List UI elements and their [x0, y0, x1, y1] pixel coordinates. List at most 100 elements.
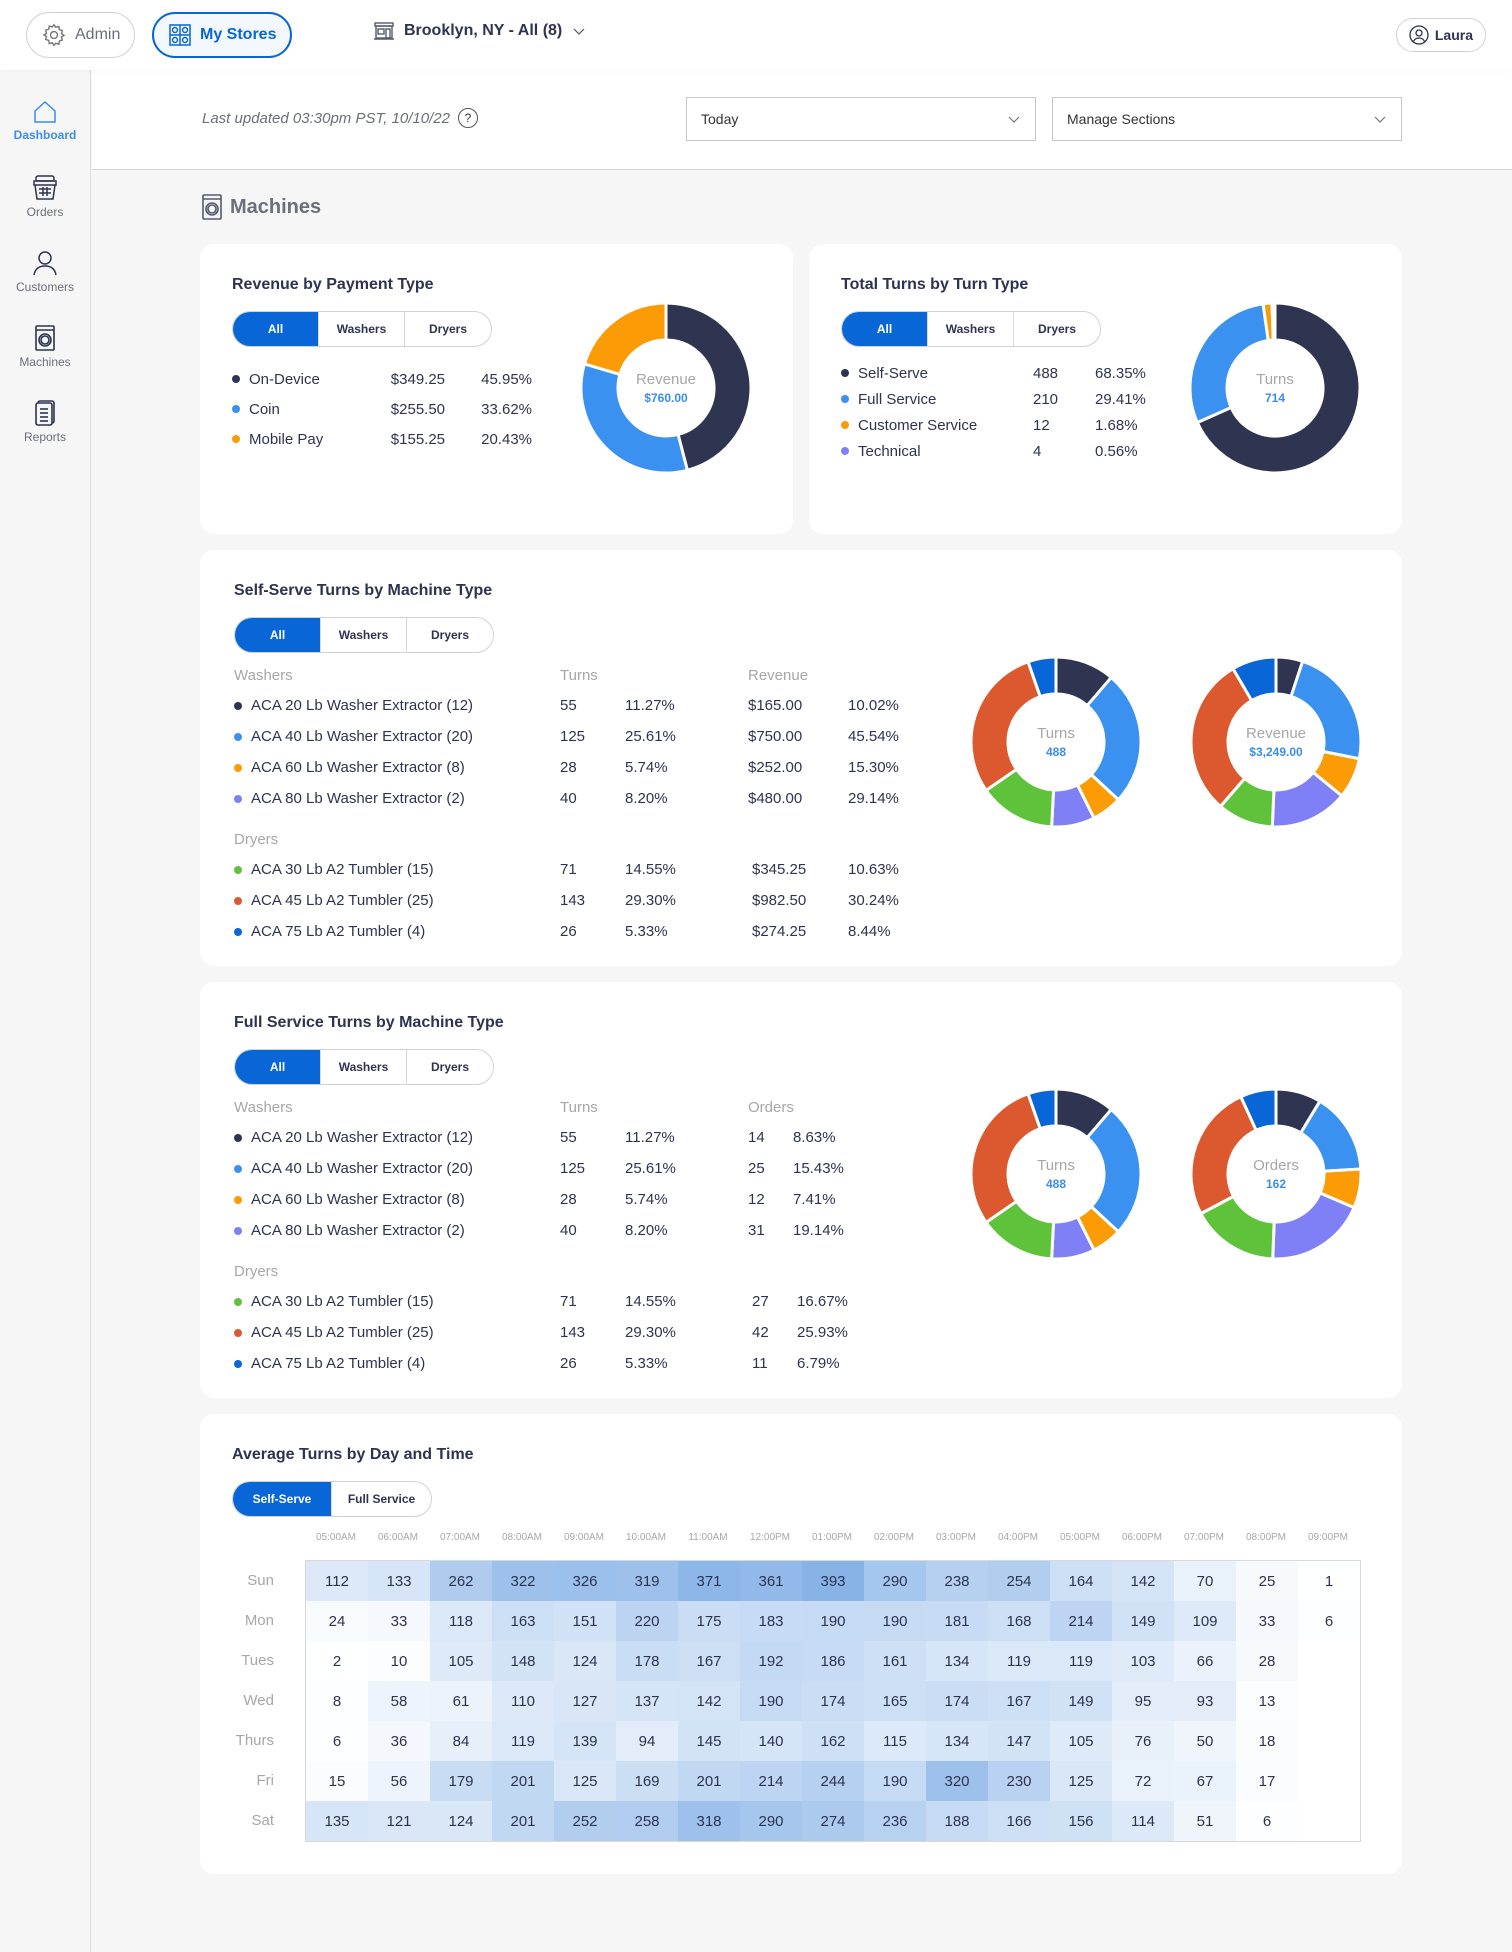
donut-segment: [1189, 666, 1254, 809]
admin-button[interactable]: Admin: [26, 12, 136, 58]
help-icon[interactable]: ?: [457, 108, 478, 128]
legend-dot: [234, 1226, 242, 1235]
heatmap-cell: 105: [1050, 1721, 1112, 1761]
heatmap-cell: 149: [1050, 1681, 1112, 1721]
heatmap-cell: [1298, 1641, 1360, 1681]
heatmap-cell: 115: [864, 1721, 926, 1761]
heatmap-cell: 142: [678, 1681, 740, 1721]
chevron-down-icon: [573, 28, 585, 35]
tab-self-serve[interactable]: Self-Serve: [233, 1482, 332, 1516]
store-selector[interactable]: Brooklyn, NY - All (8): [374, 22, 586, 40]
heatmap-cell: 1: [1324, 1572, 1334, 1590]
legend-item: Self-Serve 488 68.35%: [841, 360, 1161, 386]
sidebar-item-label: Machines: [19, 355, 71, 369]
heatmap-cell: 112: [306, 1561, 368, 1601]
tab-all[interactable]: All: [842, 312, 928, 346]
legend-dot: [232, 375, 240, 383]
donut-segment: [969, 659, 1043, 793]
heatmap-cell: 61: [430, 1681, 492, 1721]
donut-value: $760.00: [644, 391, 688, 405]
donut-segment: [1270, 301, 1277, 342]
heatmap-cell: 179: [430, 1761, 492, 1801]
time-label: 07:00PM: [1183, 1532, 1225, 1543]
legend-dot: [234, 896, 242, 905]
tab-dryers[interactable]: Dryers: [428, 322, 468, 336]
top-bar: Admin My Stores Brooklyn, NY - All (8) L…: [0, 0, 1512, 70]
tab-all[interactable]: All: [235, 618, 321, 652]
sidebar-item-customers[interactable]: Customers: [16, 250, 74, 325]
heatmap-cell: 58: [368, 1681, 430, 1721]
heatmap-cell: 103: [1112, 1641, 1174, 1681]
heatmap-cell: 124: [430, 1801, 492, 1841]
heatmap-cell: 15: [306, 1761, 368, 1801]
heatmap-row: 8 58 61 110 127 137 142 190 174 165 174 167 149 95 93 1…: [306, 1681, 1360, 1721]
tab-dryers[interactable]: Dryers: [430, 1060, 470, 1074]
washer-icon: [202, 194, 222, 220]
day-label: Wed: [243, 1691, 274, 1709]
tab-all[interactable]: All: [233, 312, 319, 346]
legend-dot: [234, 1359, 242, 1368]
sidebar-item-machines[interactable]: Machines: [19, 325, 71, 400]
table-section-header: Dryers: [234, 1262, 279, 1280]
heatmap-cell: 119: [988, 1641, 1050, 1681]
heatmap-cell: 33: [368, 1601, 430, 1641]
tab-dryers[interactable]: Dryers: [1037, 322, 1077, 336]
sidebar-item-reports[interactable]: Reports: [24, 400, 66, 475]
day-label: Fri: [256, 1771, 275, 1789]
time-label: 01:00PM: [811, 1532, 853, 1543]
heatmap-cell: 214: [1050, 1601, 1112, 1641]
heatmap-cell: 319: [616, 1561, 678, 1601]
heatmap-day-axis: Sun Mon Tues Wed Thurs Fri Sat: [226, 1560, 274, 1840]
table-row: ACA 75 Lb A2 Tumbler (4) 26 5.33% $274.25 8.…: [234, 916, 899, 947]
legend-dot: [232, 405, 240, 413]
time-label: 06:00AM: [377, 1532, 419, 1543]
heatmap-cell: 110: [492, 1681, 554, 1721]
heatmap-cell: 163: [492, 1601, 554, 1641]
legend-dot: [234, 794, 242, 803]
legend: On-Device $349.25 45.95% Coin $255.50 33.62%…: [232, 364, 532, 454]
card-title: Self-Serve Turns by Machine Type: [234, 582, 493, 599]
heatmap-cell: 147: [988, 1721, 1050, 1761]
donut-segment: [579, 362, 690, 475]
sidebar-item-dashboard[interactable]: Dashboard: [14, 100, 76, 175]
table-row: ACA 40 Lb Washer Extractor (20) 125 25.61%…: [234, 721, 899, 752]
heatmap-cell: 252: [554, 1801, 616, 1841]
manage-sections-value: Manage Sections: [1067, 111, 1176, 127]
heatmap-cell: 105: [430, 1641, 492, 1681]
my-stores-button[interactable]: My Stores: [152, 12, 293, 58]
my-stores-label: My Stores: [200, 26, 277, 43]
user-menu-button[interactable]: Laura: [1395, 18, 1486, 52]
heatmap-cell: 114: [1112, 1801, 1174, 1841]
heatmap-cell: 161: [864, 1641, 926, 1681]
table-section-header: Dryers: [234, 830, 279, 848]
tab-dryers[interactable]: Dryers: [430, 628, 470, 642]
table-row: ACA 80 Lb Washer Extractor (2) 40 8.20% $48…: [234, 783, 899, 814]
heatmap-cell: 118: [430, 1601, 492, 1641]
tab-washers[interactable]: Washers: [319, 312, 405, 346]
tab-all[interactable]: All: [235, 1050, 321, 1084]
table-row: ACA 60 Lb Washer Extractor (8) 28 5.74% 12 7…: [234, 1184, 848, 1215]
tab-washers[interactable]: Washers: [928, 312, 1014, 346]
donut-segment: [1188, 302, 1270, 425]
manage-sections-select[interactable]: Manage Sections: [1052, 97, 1402, 141]
heatmap-cell: 148: [492, 1641, 554, 1681]
tab-washers[interactable]: Washers: [321, 1050, 407, 1084]
date-range-select[interactable]: Today: [686, 97, 1036, 141]
donut-segment: [664, 301, 753, 473]
sidebar-item-orders[interactable]: Orders: [27, 175, 63, 250]
heatmap-cell: 109: [1174, 1601, 1236, 1641]
donut-value: 162: [1265, 1177, 1287, 1191]
tab-washers[interactable]: Washers: [321, 618, 407, 652]
legend-dot: [234, 763, 242, 772]
table-row: ACA 60 Lb Washer Extractor (8) 28 5.74% $25…: [234, 752, 899, 783]
legend-dot: [841, 421, 849, 429]
sidebar: Dashboard Orders Customers Machines Repo…: [0, 70, 91, 1952]
heatmap-cell: 320: [926, 1761, 988, 1801]
heatmap-cell: 134: [926, 1641, 988, 1681]
heatmap-cell: 371: [678, 1561, 740, 1601]
heatmap-cell: 94: [616, 1721, 678, 1761]
tab-full-service[interactable]: Full Service: [347, 1492, 416, 1506]
card-title: Full Service Turns by Machine Type: [234, 1014, 504, 1031]
heatmap-cell: 258: [616, 1801, 678, 1841]
heatmap-cell: 149: [1112, 1601, 1174, 1641]
